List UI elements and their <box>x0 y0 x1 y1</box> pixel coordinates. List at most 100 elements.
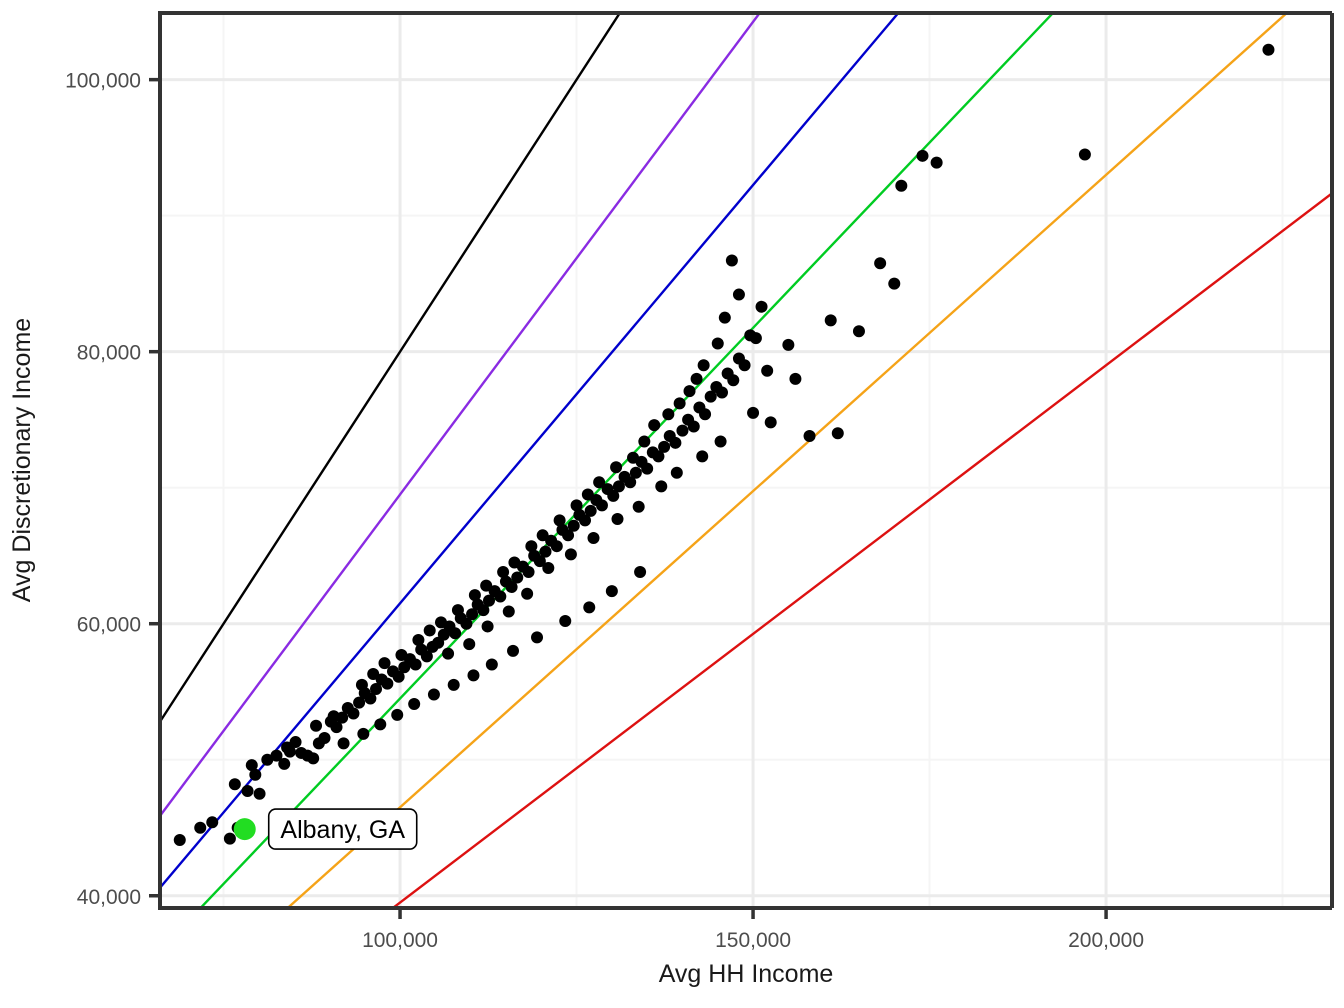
y-tick-label: 80,000 <box>77 342 141 365</box>
data-point <box>696 450 709 463</box>
data-point <box>652 450 665 463</box>
data-point <box>261 753 274 766</box>
panel-border <box>158 11 1334 910</box>
data-point <box>542 561 555 574</box>
data-point <box>612 480 625 493</box>
ratio-line-blue <box>160 13 900 889</box>
data-point <box>718 311 731 324</box>
data-point <box>673 397 686 410</box>
data-point <box>676 424 689 437</box>
data-point <box>824 314 837 327</box>
data-point <box>669 436 682 449</box>
data-point <box>477 604 490 617</box>
data-point <box>505 580 518 593</box>
data-point <box>738 359 751 372</box>
data-point <box>337 737 350 750</box>
data-point <box>194 821 207 834</box>
data-point <box>281 741 294 754</box>
data-point <box>533 555 546 568</box>
data-point <box>357 727 370 740</box>
data-point <box>764 416 777 429</box>
data-point <box>755 300 768 313</box>
highlight-point-group[interactable] <box>233 818 256 841</box>
data-point <box>687 420 700 433</box>
data-point <box>511 571 524 584</box>
data-point <box>567 519 580 532</box>
data-point <box>485 658 498 671</box>
data-point <box>697 359 710 372</box>
major-gridlines <box>160 13 1332 908</box>
data-point <box>629 466 642 479</box>
data-point <box>699 408 712 421</box>
data-point <box>364 692 377 705</box>
data-point <box>658 440 671 453</box>
data-point <box>725 254 738 267</box>
data-points-group <box>173 43 1275 846</box>
data-point <box>468 589 481 602</box>
data-point <box>480 579 493 592</box>
data-point <box>641 462 654 475</box>
data-point <box>632 500 645 513</box>
data-point <box>581 488 594 501</box>
data-point <box>570 499 583 512</box>
data-point <box>223 832 236 845</box>
data-point <box>307 752 320 765</box>
data-point <box>481 620 494 633</box>
axis-ticks <box>149 77 1108 919</box>
data-point <box>451 604 464 617</box>
data-point <box>249 768 262 781</box>
data-point <box>583 601 596 614</box>
data-point <box>310 719 323 732</box>
data-point <box>662 408 675 421</box>
data-point <box>420 650 433 663</box>
data-point <box>584 504 597 517</box>
annotation-label-text: Albany, GA <box>280 816 405 844</box>
data-point <box>391 708 404 721</box>
x-tick-label: 200,000 <box>1068 929 1144 952</box>
data-point <box>803 430 816 443</box>
data-point <box>460 617 473 630</box>
data-point <box>412 634 425 647</box>
data-point <box>449 627 462 640</box>
data-point <box>732 288 745 301</box>
data-point <box>409 658 422 671</box>
data-point <box>683 385 696 398</box>
data-point <box>539 545 552 558</box>
data-point <box>627 451 640 464</box>
data-point <box>782 338 795 351</box>
data-point <box>553 514 566 527</box>
data-point <box>536 529 549 542</box>
data-point <box>789 372 802 385</box>
ratio-line-purple <box>160 13 762 817</box>
data-point <box>502 605 515 618</box>
data-point <box>427 688 440 701</box>
data-point <box>395 649 408 662</box>
data-point <box>587 532 600 545</box>
data-point <box>916 149 929 162</box>
data-point <box>624 476 637 489</box>
data-point <box>670 466 683 479</box>
data-point <box>607 489 620 502</box>
x-tick-label: 100,000 <box>362 929 438 952</box>
data-point <box>595 499 608 512</box>
minor-gridlines <box>160 13 1332 908</box>
data-point <box>930 156 943 169</box>
data-point <box>206 816 219 829</box>
data-point <box>634 566 647 579</box>
data-point <box>562 529 575 542</box>
y-axis-title: Avg Discretionary Income <box>8 318 36 602</box>
data-point <box>747 406 760 419</box>
data-point <box>434 616 447 629</box>
data-point <box>463 638 476 651</box>
data-point <box>605 585 618 598</box>
highlight-point-albany-ga[interactable] <box>233 818 256 841</box>
data-point <box>1262 43 1275 56</box>
data-point <box>253 787 266 800</box>
data-point <box>579 514 592 527</box>
data-point <box>367 668 380 681</box>
data-point <box>228 778 241 791</box>
data-point <box>715 386 728 399</box>
